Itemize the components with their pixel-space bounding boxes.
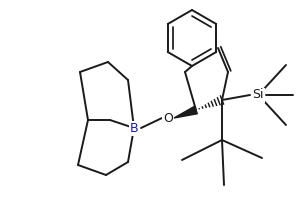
Text: B: B	[130, 121, 138, 134]
Text: Si: Si	[252, 88, 264, 102]
Polygon shape	[174, 106, 197, 118]
Text: O: O	[163, 112, 173, 124]
